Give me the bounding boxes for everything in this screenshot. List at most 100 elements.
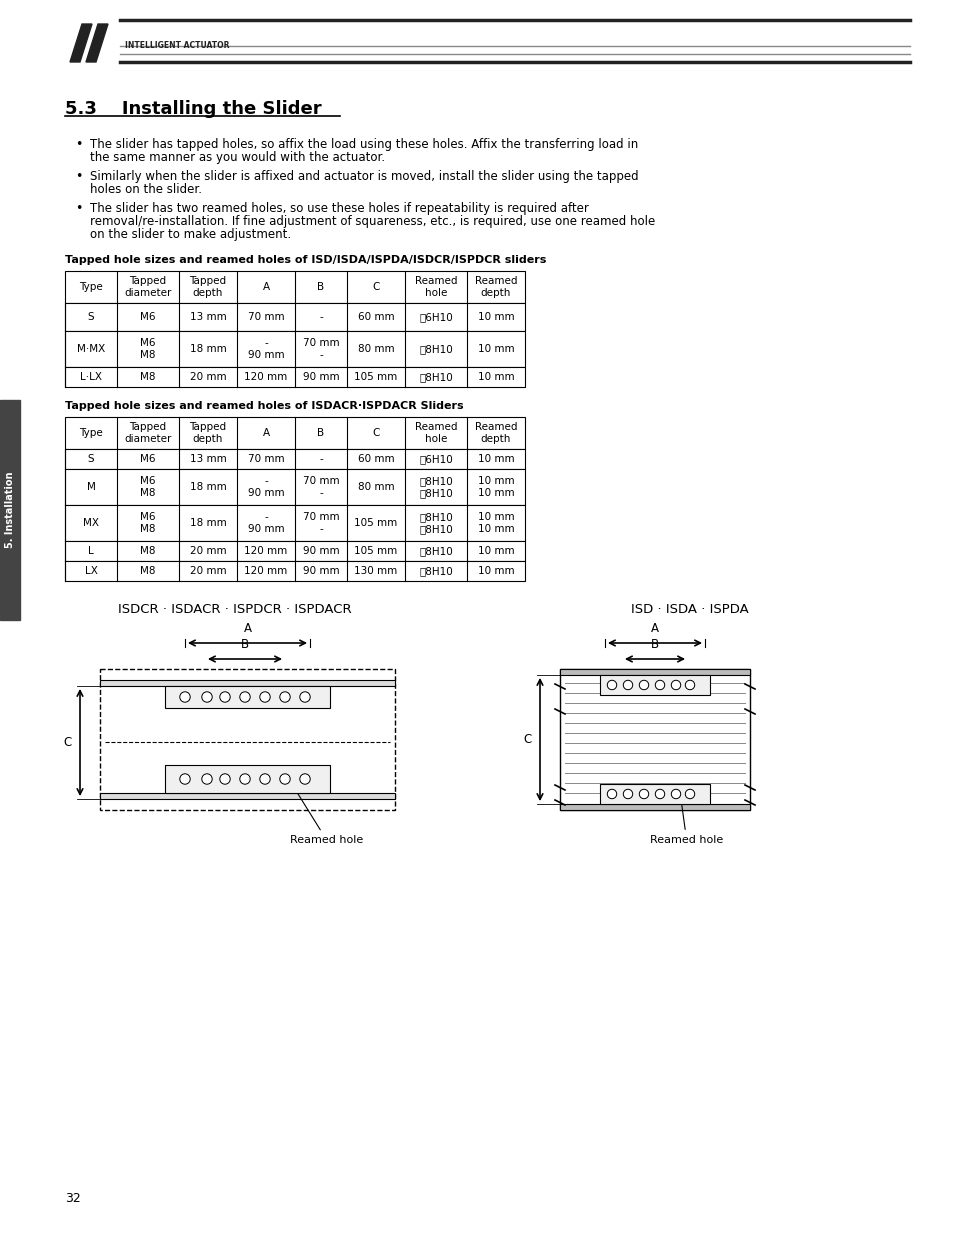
Text: 80 mm: 80 mm [357,482,394,492]
Text: 120 mm: 120 mm [244,566,287,576]
Text: 70 mm
-: 70 mm - [302,338,339,359]
Circle shape [202,774,212,784]
Circle shape [672,790,679,798]
Text: 10 mm: 10 mm [477,566,514,576]
Bar [100,793,395,799]
Circle shape [608,682,615,688]
Text: •: • [75,203,82,215]
Circle shape [203,776,211,783]
Polygon shape [70,23,91,62]
Text: 20 mm: 20 mm [190,372,226,382]
Circle shape [301,693,309,701]
Text: ⎅8H10: ⎅8H10 [418,372,453,382]
Text: ⎅8H10: ⎅8H10 [418,566,453,576]
Circle shape [240,774,250,784]
Bar [65,505,524,541]
Bar [100,680,395,685]
Circle shape [686,790,693,798]
Text: S: S [88,454,94,464]
Text: LX: LX [85,566,97,576]
Text: A: A [262,429,270,438]
Circle shape [639,680,648,689]
Text: 18 mm: 18 mm [190,482,226,492]
Circle shape [240,692,250,701]
Bar [165,764,330,793]
Text: M8: M8 [140,372,155,382]
Circle shape [180,692,190,701]
Circle shape [639,789,648,799]
Circle shape [624,682,631,688]
Text: M6
M8: M6 M8 [140,477,155,498]
Text: M8: M8 [140,546,155,556]
Circle shape [181,693,189,701]
Text: M6
M8: M6 M8 [140,338,155,359]
Text: Reamed
depth: Reamed depth [475,277,517,298]
Text: The slider has two reamed holes, so use these holes if repeatability is required: The slider has two reamed holes, so use … [90,203,588,215]
Text: 70 mm: 70 mm [248,312,284,322]
Text: 32: 32 [65,1192,81,1205]
Bar [65,303,524,331]
Circle shape [181,776,189,783]
Text: ⎅8H10: ⎅8H10 [418,345,453,354]
Text: 90 mm: 90 mm [302,566,339,576]
Text: M6
M8: M6 M8 [140,513,155,534]
Text: B: B [650,638,659,651]
Text: M8: M8 [140,566,155,576]
Text: Tapped hole sizes and reamed holes of ISDACR·ISPDACR Sliders: Tapped hole sizes and reamed holes of IS… [65,401,463,411]
Circle shape [203,693,211,701]
Circle shape [301,776,309,783]
Text: Type: Type [79,282,103,291]
Text: B: B [241,638,249,651]
Text: ⎅6H10: ⎅6H10 [418,454,453,464]
Circle shape [260,774,270,784]
Circle shape [280,774,290,784]
Circle shape [672,682,679,688]
Circle shape [280,692,290,701]
Circle shape [655,680,664,689]
Circle shape [180,774,190,784]
Text: C: C [523,734,532,746]
Text: The slider has tapped holes, so affix the load using these holes. Affix the tran: The slider has tapped holes, so affix th… [90,138,638,151]
Text: ISD · ISDA · ISPDA: ISD · ISDA · ISPDA [631,603,748,616]
Circle shape [299,692,310,701]
Text: holes on the slider.: holes on the slider. [90,183,202,196]
Text: M·MX: M·MX [77,345,105,354]
Circle shape [639,790,647,798]
Circle shape [241,776,249,783]
Circle shape [608,790,615,798]
Text: 60 mm: 60 mm [357,454,394,464]
Bar [65,270,524,303]
Text: Reamed hole: Reamed hole [286,776,363,845]
Circle shape [221,693,229,701]
Circle shape [202,692,212,701]
Text: 13 mm: 13 mm [190,312,226,322]
Circle shape [671,789,679,799]
Bar [559,669,749,676]
Circle shape [623,789,632,799]
Circle shape [656,790,662,798]
Text: Tapped
depth: Tapped depth [190,422,226,443]
Text: Similarly when the slider is affixed and actuator is moved, install the slider u: Similarly when the slider is affixed and… [90,170,638,183]
Bar [559,804,749,810]
Text: Reamed
depth: Reamed depth [475,422,517,443]
Circle shape [260,692,270,701]
Circle shape [656,682,662,688]
Text: A: A [650,622,659,635]
Text: 10 mm: 10 mm [477,546,514,556]
Circle shape [299,774,310,784]
Circle shape [639,682,647,688]
Text: A: A [262,282,270,291]
Text: ⎅6H10: ⎅6H10 [418,312,453,322]
Bar [65,331,524,367]
Text: 18 mm: 18 mm [190,517,226,529]
Text: 90 mm: 90 mm [302,546,339,556]
Text: ⎅8H10: ⎅8H10 [418,546,453,556]
Text: 10 mm: 10 mm [477,454,514,464]
Text: L·LX: L·LX [80,372,102,382]
Text: the same manner as you would with the actuator.: the same manner as you would with the ac… [90,151,385,164]
Text: 20 mm: 20 mm [190,566,226,576]
Text: 120 mm: 120 mm [244,372,287,382]
Text: 20 mm: 20 mm [190,546,226,556]
Text: -: - [319,312,322,322]
Text: C: C [64,736,71,748]
